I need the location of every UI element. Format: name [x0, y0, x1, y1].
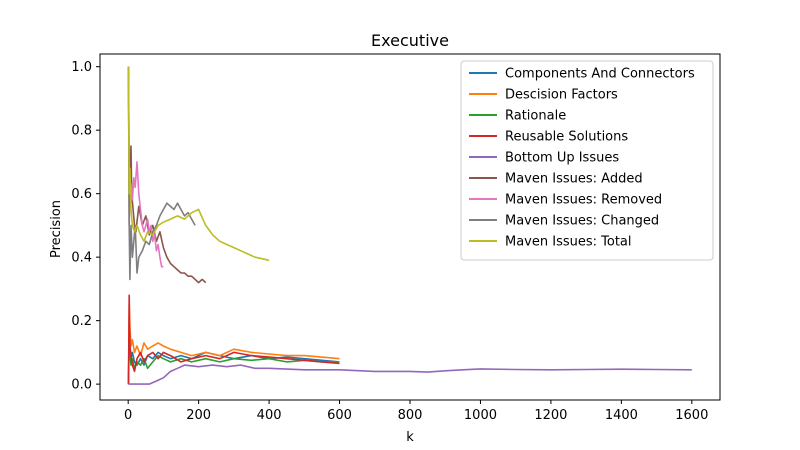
- legend-entry: Descision Factors: [505, 88, 618, 103]
- x-tick-label: 200: [186, 408, 211, 423]
- axes: 0 200 400 600 800 1000 1200 1400 1600 0.0 0.2 0.4 0.…: [71, 53, 721, 423]
- legend: Components And Connectors Descision Facto…: [460, 60, 714, 261]
- y-tick-label: 0.6: [71, 187, 92, 202]
- legend-entry: Maven Issues: Changed: [505, 214, 659, 229]
- legend-box: [460, 60, 714, 261]
- y-tick-label: 0.8: [71, 124, 92, 139]
- series-line-5: [128, 364, 692, 385]
- x-tick-label: 400: [257, 408, 282, 423]
- series-line-8: [127, 66, 196, 281]
- x-tick-label: 1200: [534, 408, 567, 423]
- y-tick-label: 1.0: [71, 60, 92, 75]
- legend-entry: Maven Issues: Total: [505, 235, 632, 250]
- legend-entry: Maven Issues: Added: [505, 172, 643, 187]
- series-line-6: [127, 66, 207, 284]
- series-line-7: [127, 66, 164, 268]
- y-tick-label: 0.4: [71, 251, 92, 266]
- plot-area: [127, 66, 692, 385]
- legend-entry: Maven Issues: Removed: [505, 193, 662, 208]
- x-tick-label: 1000: [464, 408, 497, 423]
- legend-entry: Components And Connectors: [505, 67, 695, 82]
- x-tick-label: 1600: [675, 408, 708, 423]
- x-tick-label: 800: [398, 408, 423, 423]
- x-axis-label: k: [406, 430, 414, 445]
- series-line-4: [127, 294, 340, 385]
- x-tick-label: 0: [124, 408, 132, 423]
- x-tick-label: 1400: [605, 408, 638, 423]
- y-tick-label: 0.2: [71, 314, 92, 329]
- series-line-2: [127, 303, 340, 385]
- series-line-3: [127, 335, 340, 385]
- series-line-9: [127, 66, 270, 262]
- chart-title: Executive: [371, 31, 449, 50]
- legend-entry: Bottom Up Issues: [505, 151, 619, 166]
- y-axis-label: Precision: [49, 200, 64, 258]
- legend-entry: Reusable Solutions: [505, 130, 628, 145]
- y-tick-label: 0.0: [71, 378, 92, 393]
- x-tick-label: 600: [327, 408, 352, 423]
- legend-entry: Rationale: [505, 109, 566, 124]
